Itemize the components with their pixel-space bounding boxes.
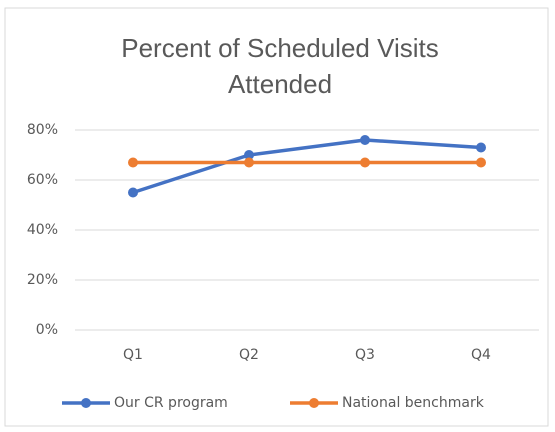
data-point	[360, 135, 370, 145]
legend-label: Our CR program	[114, 395, 228, 411]
chart-title: Percent of Scheduled Visits Attended	[121, 33, 439, 99]
data-point	[476, 142, 486, 153]
x-tick-label: Q1	[123, 347, 143, 363]
data-point	[128, 157, 138, 168]
data-point	[476, 157, 486, 168]
data-point	[244, 157, 254, 168]
legend-swatch-marker	[81, 398, 91, 408]
legend-swatch-marker	[309, 398, 319, 408]
y-tick-label: 80%	[27, 122, 58, 138]
chart-border	[4, 7, 549, 427]
data-point	[360, 157, 370, 168]
y-tick-label: 60%	[27, 172, 58, 188]
series-line	[132, 138, 482, 195]
legend-label: National benchmark	[342, 395, 485, 411]
data-point	[244, 150, 254, 160]
y-tick-label: 20%	[27, 272, 58, 288]
x-tick-label: Q2	[239, 347, 259, 363]
y-tick-label: 0%	[36, 322, 58, 338]
y-tick-label: 40%	[27, 222, 58, 238]
x-tick-label: Q4	[471, 347, 491, 363]
data-point	[128, 187, 138, 198]
x-tick-label: Q3	[355, 347, 375, 363]
